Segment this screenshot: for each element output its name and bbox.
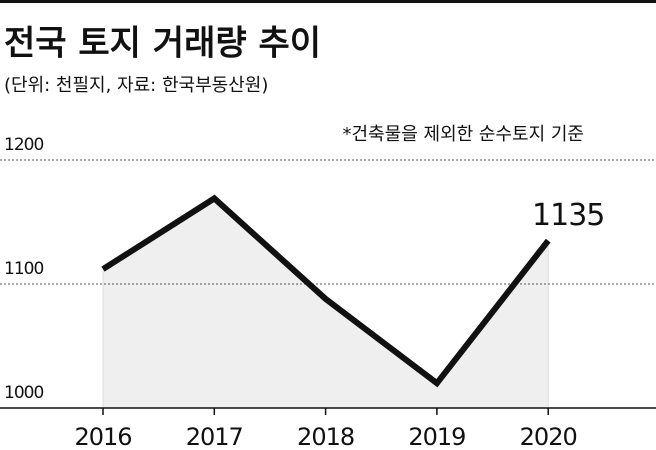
x-tick-label: 2016 <box>74 423 131 450</box>
y-tick-label: 1200 <box>4 135 43 155</box>
data-label: 1135 <box>532 198 604 233</box>
x-tick-label: 2019 <box>408 423 465 450</box>
x-tick-label: 2020 <box>520 423 577 450</box>
chart-subtitle: (단위: 천필지, 자료: 한국부동산원) <box>4 75 268 96</box>
line <box>101 194 551 388</box>
y-tick-label: 1100 <box>4 259 43 279</box>
chart-title: 전국 토지 거래량 추이 <box>4 24 321 64</box>
annotation: *건축물을 제외한 순수토지 기준 <box>343 124 584 145</box>
y-tick-label: 1000 <box>4 383 43 403</box>
x-tick-label: 2018 <box>297 423 354 450</box>
x-tick-label: 2017 <box>186 423 243 450</box>
